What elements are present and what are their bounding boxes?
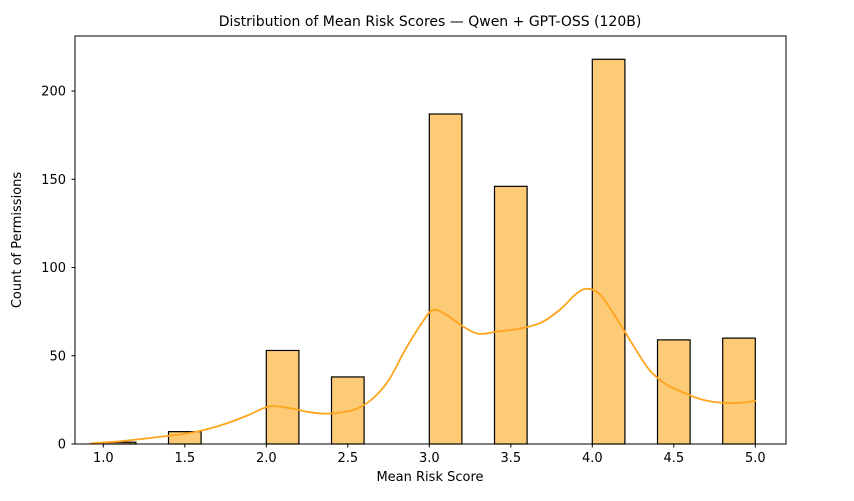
histogram-bar bbox=[656, 339, 691, 445]
x-axis-label: Mean Risk Score bbox=[376, 470, 483, 485]
histogram-bar bbox=[591, 58, 626, 445]
y-tick-label: 100 bbox=[41, 261, 66, 276]
kde-layer bbox=[89, 287, 757, 445]
y-tick-label: 0 bbox=[58, 438, 66, 453]
histogram-bar bbox=[265, 349, 300, 445]
x-tick-label: 4.5 bbox=[663, 451, 684, 466]
bars-layer bbox=[102, 58, 756, 445]
plot-border bbox=[74, 35, 787, 445]
x-tick-label: 3.5 bbox=[500, 451, 521, 466]
x-tick-label: 5.0 bbox=[745, 451, 766, 466]
x-tick-label: 2.0 bbox=[256, 451, 277, 466]
x-tick-label: 3.0 bbox=[419, 451, 440, 466]
ticks-layer: 1.0 1.5 2.0 2.5 3.0 3.5 4.0 4.5 5.0 0 50 100 150 200 bbox=[41, 85, 765, 466]
y-tick-label: 200 bbox=[41, 85, 66, 100]
y-tick-label: 50 bbox=[49, 349, 66, 364]
x-tick-label: 1.0 bbox=[93, 451, 114, 466]
kde-curve bbox=[89, 287, 757, 445]
histogram-bar bbox=[722, 337, 756, 445]
x-tick-label: 4.0 bbox=[582, 451, 603, 466]
x-tick-label: 2.5 bbox=[337, 451, 358, 466]
y-tick-label: 150 bbox=[41, 173, 66, 188]
histogram-bar bbox=[428, 113, 463, 445]
histogram-bar bbox=[493, 185, 528, 445]
y-axis-label: Count of Permissions bbox=[10, 172, 25, 309]
chart-title: Distribution of Mean Risk Scores — Qwen … bbox=[219, 14, 642, 30]
x-tick-label: 1.5 bbox=[174, 451, 195, 466]
